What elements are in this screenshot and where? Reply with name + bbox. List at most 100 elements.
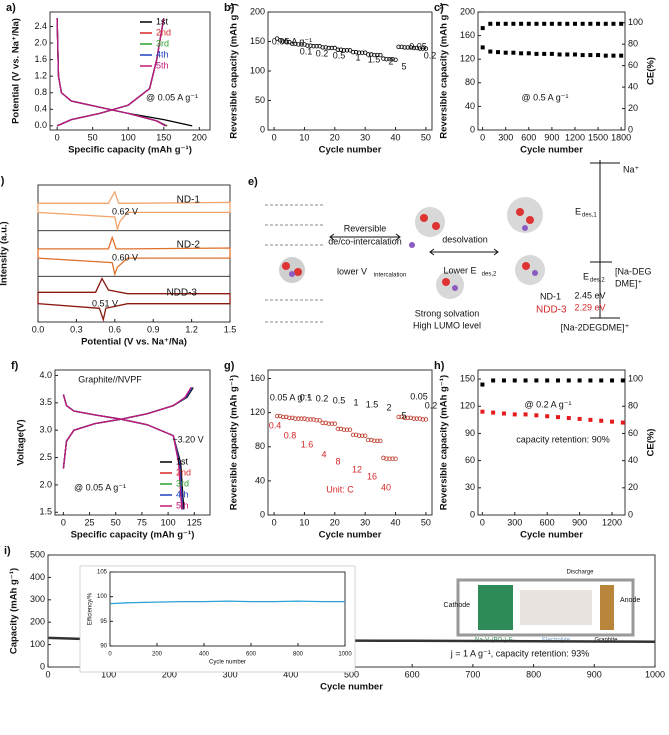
annotation: Unit: C <box>326 484 354 494</box>
annotation: j = 1 A g⁻¹, capacity retention: 93% <box>450 648 590 658</box>
y-tick-label: 90 <box>465 428 475 438</box>
annotation: 0.1 <box>300 392 313 402</box>
y-tick-label: 0 <box>260 509 265 519</box>
annotation: 0.05 <box>410 391 428 401</box>
point <box>549 21 554 26</box>
x-axis-label: Cycle number <box>319 145 382 156</box>
point <box>519 21 524 26</box>
y-tick-label: 300 <box>30 594 45 604</box>
point <box>620 378 625 383</box>
point <box>335 47 341 52</box>
y-tick-label: 120 <box>460 54 475 64</box>
cathode <box>478 585 513 630</box>
point <box>580 21 585 26</box>
point <box>378 438 383 443</box>
y2-tick-label: 40 <box>628 455 638 465</box>
annotation: 1.5 <box>366 399 379 409</box>
x-tick-label: 1000 <box>645 669 665 679</box>
annotation: @ 0.05 A g⁻¹ <box>74 482 126 492</box>
point <box>326 421 331 426</box>
label: intercalation <box>374 273 406 279</box>
y-tick-label: 500 <box>30 549 45 559</box>
point <box>512 378 517 383</box>
x-tick-label: 500 <box>344 669 359 679</box>
point <box>359 433 365 438</box>
panel-label: g) <box>224 360 235 372</box>
annotation: 0.8 <box>284 430 297 440</box>
y2-tick-label: 80 <box>628 401 638 411</box>
annotation: 5 <box>401 410 406 420</box>
label: Lower E <box>443 265 476 275</box>
point <box>359 50 365 55</box>
y-axis-label: Reversible capacity (mAh g⁻¹) <box>439 375 450 510</box>
anode <box>600 585 614 630</box>
point <box>420 46 426 51</box>
point <box>534 51 539 56</box>
label: Na⁺ <box>623 164 640 174</box>
panel-label: a) <box>6 2 16 14</box>
x-tick-label: 100 <box>161 517 176 527</box>
y-tick-label: 100 <box>30 639 45 649</box>
point <box>496 50 501 55</box>
y2-tick-label: 0 <box>628 124 633 134</box>
label: [Na-DEG <box>615 266 652 276</box>
point <box>314 44 319 49</box>
label: 2.45 eV <box>574 290 605 300</box>
y-tick-label: 0 <box>470 124 475 134</box>
annotation: 1 <box>353 397 358 407</box>
point <box>555 378 560 383</box>
x-tick-label: 30 <box>360 517 370 527</box>
label: Discharge <box>566 570 594 576</box>
y2-tick-label: 20 <box>628 103 638 113</box>
y-axis-label: Efficiency/% <box>88 592 94 625</box>
point <box>353 49 359 55</box>
y-tick-label: 80 <box>255 441 265 451</box>
point <box>480 409 485 414</box>
x-tick-label: 0 <box>272 132 277 142</box>
legend-label: NDD-3 <box>166 288 197 299</box>
point <box>335 426 341 432</box>
y-tick-label: 400 <box>30 572 45 582</box>
point <box>501 411 506 416</box>
series-line <box>56 18 193 127</box>
x-tick-label: 1200 <box>565 132 585 142</box>
point <box>523 378 528 383</box>
band-separators <box>38 230 230 277</box>
x-tick-label: 200 <box>162 669 177 679</box>
legend-label: 2nd <box>156 27 171 37</box>
series-line <box>110 600 345 605</box>
y2-tick-label: 80 <box>628 39 638 49</box>
x-tick-label: 0.0 <box>32 324 45 334</box>
y-tick-label: 90 <box>100 644 107 650</box>
point <box>390 456 395 461</box>
point <box>326 45 331 51</box>
point <box>526 21 531 26</box>
y2-tick-label: 100 <box>628 373 643 383</box>
legend-label: 2nd <box>176 467 191 477</box>
point <box>566 416 571 421</box>
x-tick-label: 800 <box>526 669 541 679</box>
x-tick-label: 300 <box>507 517 522 527</box>
annotation: 12 <box>352 464 362 474</box>
y2-axis-label: CE(%) <box>646 429 657 457</box>
x-tick-label: 50 <box>421 517 431 527</box>
point <box>414 416 420 421</box>
y-tick-label: 160 <box>250 373 265 383</box>
y-tick-label: 3.5 <box>39 397 52 407</box>
point <box>545 378 550 383</box>
x-tick-label: 600 <box>405 669 420 679</box>
annotation: 0.2 <box>316 393 329 403</box>
point <box>411 416 416 421</box>
y-tick-label: 200 <box>30 617 45 627</box>
series-line <box>37 190 231 232</box>
label: ND-1 <box>540 291 561 301</box>
series-line <box>62 387 192 510</box>
point <box>320 420 325 426</box>
point <box>523 412 528 417</box>
panel-label: f) <box>11 360 19 372</box>
plot-frame <box>54 369 211 516</box>
point <box>293 41 298 47</box>
y2-tick-label: 60 <box>628 60 638 70</box>
legend-label: ND-1 <box>177 195 201 206</box>
point <box>557 21 562 26</box>
